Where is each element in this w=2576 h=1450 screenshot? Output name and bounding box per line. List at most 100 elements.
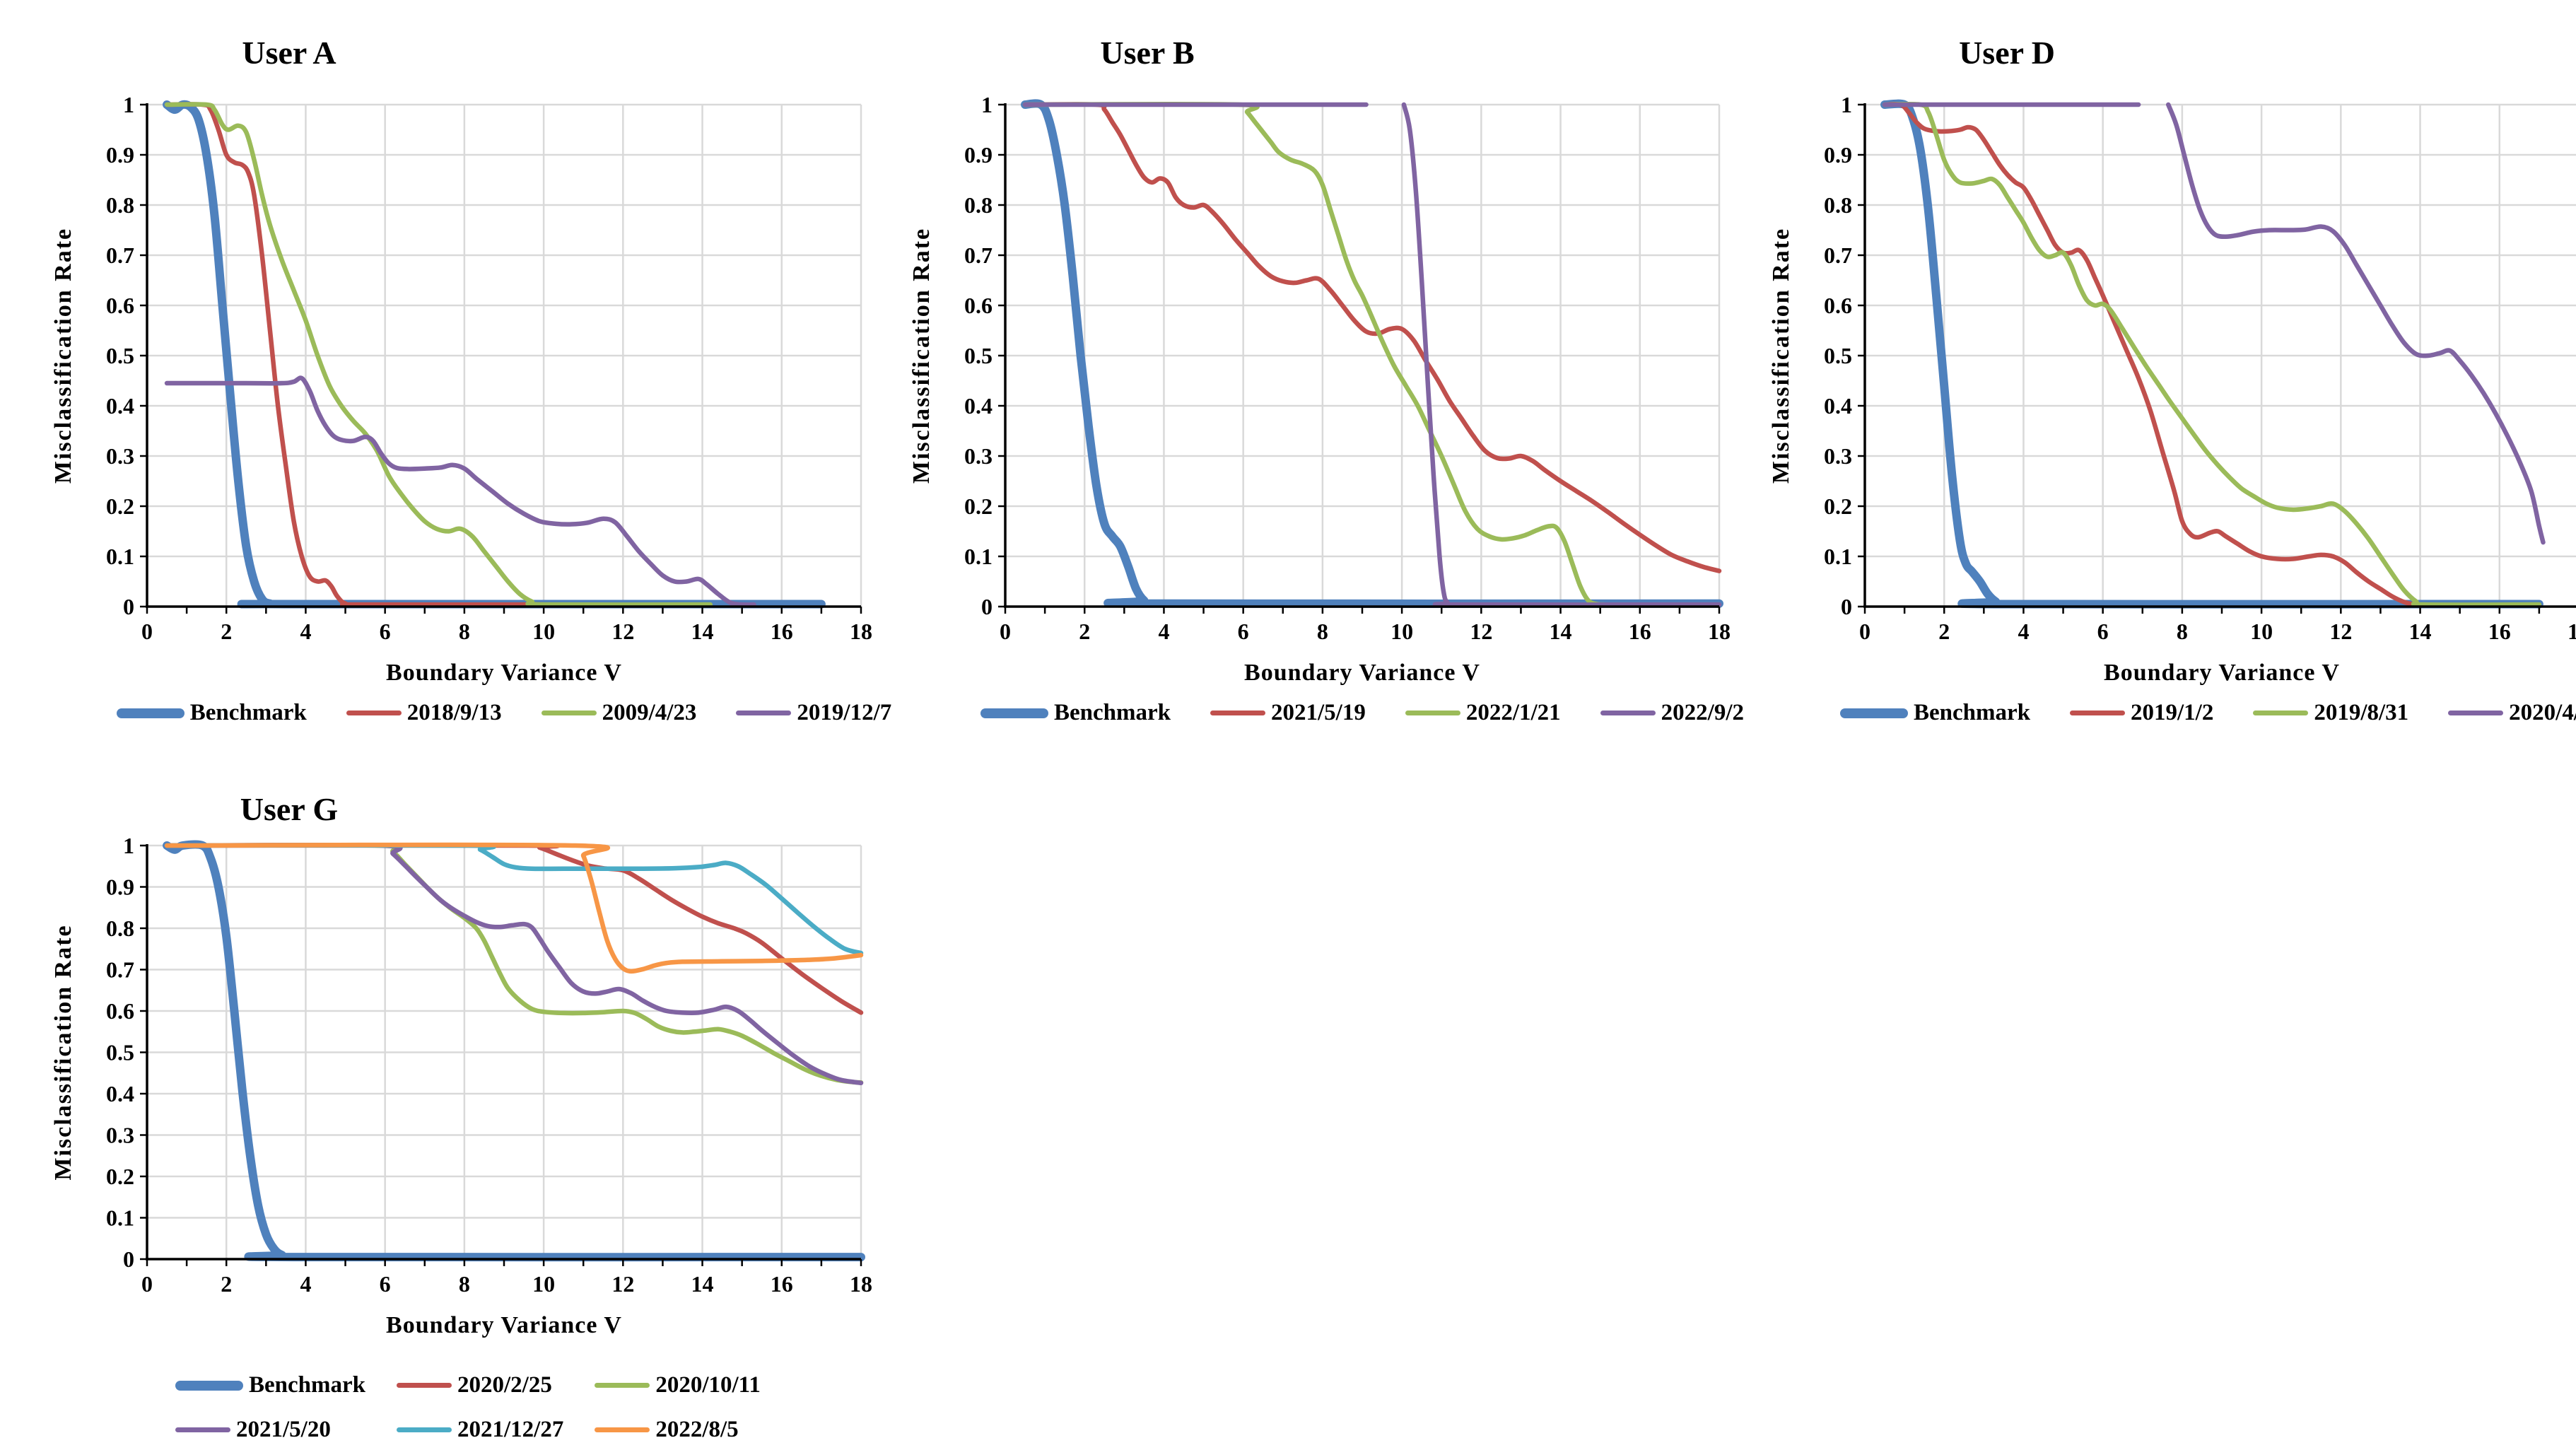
y-tick-label: 0.1 [106, 1205, 134, 1231]
x-tick-label: 10 [2250, 619, 2273, 644]
x-tick-label: 2 [221, 1271, 232, 1297]
legend-line-swatch [1405, 711, 1460, 715]
x-tick-label: 6 [380, 619, 391, 644]
y-axis-title: Misclassification Rate [50, 228, 76, 484]
chart-user-a: User A 0 2 4 6 8 10 12 14 16 18 0 0.1 0.2 0.3 0.4 0.5 0.… [41, 17, 891, 726]
legend-line-swatch [116, 708, 185, 718]
y-tick-label: 0.6 [106, 293, 134, 318]
x-tick-label: 16 [771, 1271, 793, 1297]
y-tick-label: 0.7 [964, 242, 993, 268]
x-tick-label: 8 [1317, 619, 1328, 644]
y-tick-label: 0.7 [106, 957, 134, 983]
x-tick-label: 8 [459, 619, 470, 644]
chart-title: User G [240, 791, 339, 827]
y-tick-label: 0.4 [964, 393, 993, 419]
x-tick-label: 14 [691, 619, 714, 644]
y-tick-label: 0.4 [106, 393, 134, 419]
y-tick-label: 0.1 [1824, 544, 1852, 569]
legend-label: 2019/1/2 [2130, 700, 2214, 725]
legend-line-swatch [595, 1427, 650, 1432]
legend-line-swatch [595, 1383, 650, 1388]
legend-item: 2022/9/2 [1600, 700, 1744, 726]
series-group [163, 100, 826, 609]
series-line-benchmark [1880, 99, 2543, 609]
y-tick-label: 0.5 [1824, 343, 1852, 368]
x-tick-label: 16 [1629, 619, 1651, 644]
y-tick-label: 0.8 [964, 192, 993, 218]
legend-label: Benchmark [189, 700, 307, 725]
legend-line-swatch [736, 711, 792, 715]
legend-item: 2020/4/10 [2448, 700, 2576, 726]
legend-line-swatch [1600, 711, 1656, 715]
y-tick-label: 0.6 [964, 293, 993, 318]
series-line-2009-4-23 [164, 102, 713, 607]
y-tick-label: 0.1 [964, 544, 993, 569]
legend-item: 2020/10/11 [595, 1372, 761, 1398]
y-tick-label: 0.4 [1824, 393, 1852, 419]
legend-label: 2021/12/27 [457, 1417, 564, 1442]
legend-line-swatch [175, 1380, 243, 1391]
series-line-2022-1-21 [1022, 101, 1607, 607]
series-line-2020-4-10 [1882, 102, 2546, 545]
x-tick-label: 8 [459, 1271, 470, 1297]
legend-item: 2019/1/2 [2069, 700, 2214, 726]
chart-user-g: User G 0 2 4 6 8 10 12 14 16 18 0 0.1 0.2 0.3 0.4 0.5 0.… [41, 773, 886, 1443]
x-tick-label: 0 [141, 619, 153, 644]
series-line-2019-8-31 [1882, 101, 2542, 607]
x-tick-label: 12 [611, 619, 634, 644]
legend-line-swatch [2448, 711, 2504, 715]
y-tick-label: 0.2 [964, 493, 993, 519]
y-tick-label: 0.5 [964, 343, 993, 368]
legend-label: 2020/10/11 [655, 1372, 761, 1398]
x-tick-label: 8 [2177, 619, 2188, 644]
series-line-2019-12-7 [164, 375, 756, 607]
legend-label: Benchmark [249, 1372, 365, 1398]
y-tick-label: 0.5 [106, 1040, 134, 1065]
series-line-2021-5-19 [1022, 102, 1722, 573]
x-tick-label: 2 [1938, 619, 1950, 644]
plot-area: 0 2 4 6 8 10 12 14 16 18 0 0.1 0.2 0.3 0.4 0.5 0.6 0.7 0.8… [1768, 92, 2576, 686]
series-line-benchmark [163, 100, 826, 609]
y-tick-label: 1 [123, 833, 134, 858]
y-tick-label: 0.3 [1824, 443, 1852, 469]
x-tick-label: 0 [1000, 619, 1011, 644]
legend-item: 2019/8/31 [2253, 700, 2408, 726]
legend-item: Benchmark [175, 1372, 365, 1398]
legend-item: 2021/12/27 [397, 1417, 563, 1443]
x-tick-label: 4 [300, 1271, 311, 1297]
x-tick-label: 12 [611, 1271, 634, 1297]
legend-item: 2022/1/21 [1405, 700, 1561, 726]
x-tick-label: 4 [2018, 619, 2029, 644]
plot-area: 0 2 4 6 8 10 12 14 16 18 0 0.1 0.2 0.3 0.4 0.5 0.6 0.7 0.8… [908, 92, 1731, 686]
legend-label: Benchmark [1913, 700, 2030, 725]
x-tick-label: 16 [2488, 619, 2511, 644]
x-tick-label: 14 [2409, 619, 2432, 644]
y-tick-label: 0.3 [964, 443, 993, 469]
y-tick-label: 0.9 [964, 142, 993, 168]
legend-item: 2021/5/20 [175, 1417, 365, 1443]
legend-label: 2019/8/31 [2314, 700, 2409, 725]
legend-line-swatch [1839, 708, 1908, 718]
x-tick-label: 10 [532, 1271, 555, 1297]
x-tick-label: 18 [850, 619, 872, 644]
y-tick-label: 0.7 [106, 242, 134, 268]
y-tick-label: 0.8 [1824, 192, 1852, 218]
x-tick-label: 10 [1391, 619, 1413, 644]
x-tick-label: 14 [691, 1271, 714, 1297]
y-tick-label: 0.2 [106, 493, 134, 519]
legend-item: Benchmark [980, 700, 1171, 726]
y-tick-label: 0.5 [106, 343, 134, 368]
x-tick-label: 12 [2329, 619, 2352, 644]
series-group [1880, 99, 2546, 609]
x-axis-title: Boundary Variance V [1244, 660, 1480, 686]
x-tick-label: 0 [1859, 619, 1870, 644]
legend-item: 2020/2/25 [397, 1372, 563, 1398]
series-group [163, 840, 865, 1262]
x-tick-label: 12 [1470, 619, 1492, 644]
legend-item: Benchmark [1839, 700, 2030, 726]
y-axis-title: Misclassification Rate [1768, 228, 1794, 484]
chart-title: User B [1100, 35, 1195, 71]
y-tick-label: 1 [981, 92, 993, 117]
y-tick-label: 1 [1841, 92, 1852, 117]
y-tick-label: 0.3 [106, 443, 134, 469]
